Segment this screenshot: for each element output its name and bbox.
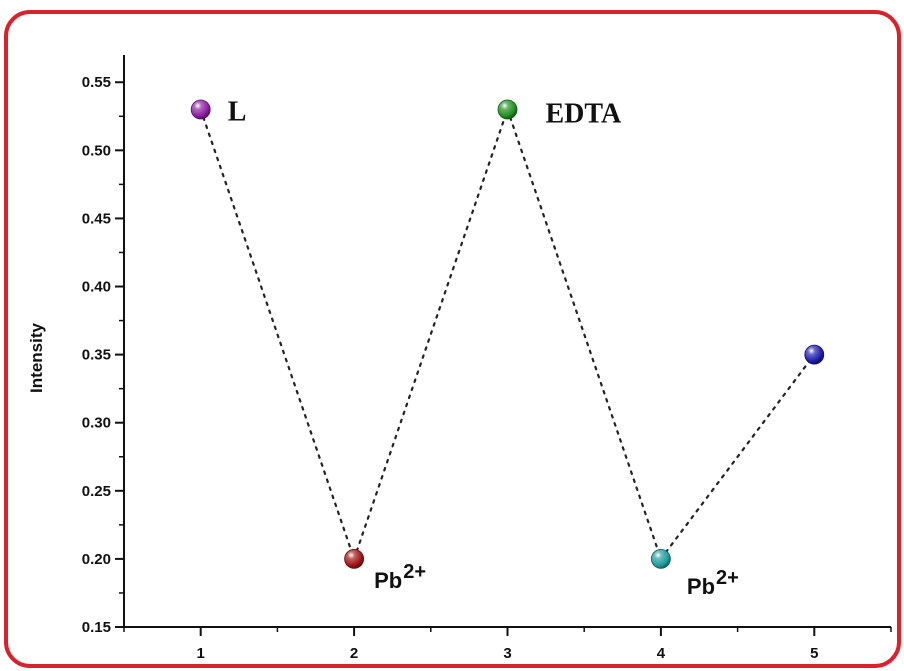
x-tick-label: 2: [350, 645, 358, 662]
y-tick-label: 0.20: [82, 551, 111, 568]
connector-segment: [506, 108, 663, 561]
point-label-text: Pb: [687, 574, 715, 599]
axes: 0.15 0.20 0.25 0.30 0.35 0.40 0.45 0.50 0.55 1 2 3 4…: [82, 55, 892, 662]
y-tick-label: 0.15: [82, 619, 111, 636]
data-point: [651, 549, 671, 569]
data-point: [497, 99, 518, 120]
connector-lines: [199, 108, 816, 561]
data-points: [190, 99, 825, 569]
y-axis-title: Intensity: [27, 323, 46, 393]
x-tick-label: 3: [503, 645, 511, 662]
point-label-text: EDTA: [546, 98, 622, 129]
connector-segment: [199, 108, 356, 561]
y-tick-label: 0.35: [82, 347, 111, 364]
point-label-1: L: [228, 96, 247, 127]
y-tick-label: 0.25: [82, 483, 111, 500]
y-tick-label: 0.45: [82, 210, 111, 227]
y-tick-label: 0.40: [82, 279, 111, 296]
x-tick-label: 5: [810, 645, 818, 662]
point-label-text: Pb: [374, 568, 402, 593]
y-tick-label: 0.30: [82, 415, 111, 432]
point-label-superscript: 2+: [716, 567, 739, 589]
point-label-4: Pb2+: [687, 567, 739, 599]
point-label-superscript: 2+: [403, 561, 426, 583]
point-label-text: L: [228, 96, 247, 127]
data-point: [804, 344, 825, 365]
point-label-3: EDTA: [546, 98, 622, 129]
x-tick-label: 1: [197, 645, 205, 662]
x-tick-label: 4: [657, 645, 666, 662]
y-tick-label: 0.55: [82, 74, 111, 91]
connector-segment: [659, 353, 816, 561]
point-label-2: Pb2+: [374, 561, 426, 593]
chart-frame: [4, 10, 901, 668]
data-point: [190, 99, 211, 120]
data-point: [344, 549, 365, 569]
y-tick-label: 0.50: [82, 142, 111, 159]
connector-segment: [353, 108, 509, 561]
